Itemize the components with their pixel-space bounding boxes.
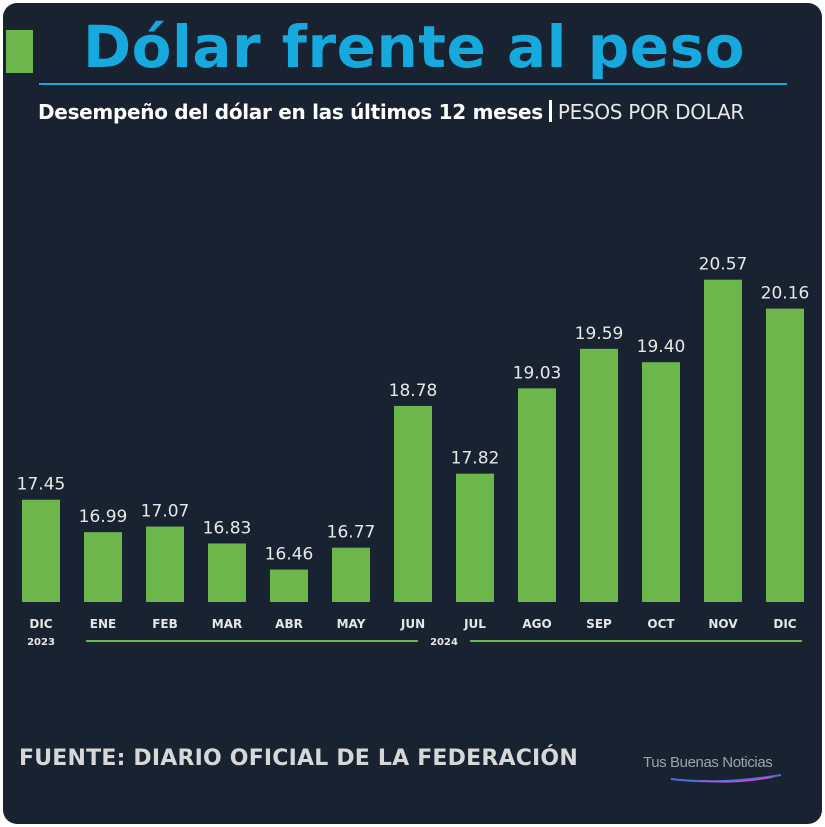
brand-name: Tus Buenas Noticias — [643, 754, 773, 771]
subtitle-row: Desempeño del dólar en las últimos 12 me… — [38, 96, 744, 128]
bar — [518, 388, 556, 602]
unit-label: PESOS POR DOLAR — [557, 100, 744, 124]
chart-subtitle: Desempeño del dólar en las últimos 12 me… — [38, 100, 543, 124]
brand-swoosh-icon — [670, 774, 782, 783]
data-label: 16.46 — [265, 545, 314, 565]
x-tick-label: DIC — [29, 617, 52, 631]
bar — [642, 362, 680, 602]
x-tick-label: DIC — [773, 617, 796, 631]
x-tick-label: FEB — [152, 617, 178, 631]
year-label: 2024 — [430, 637, 458, 648]
x-tick-label: SEP — [586, 617, 612, 631]
bar — [84, 532, 122, 602]
bar — [580, 348, 618, 602]
bar — [456, 473, 494, 602]
x-tick-label: OCT — [647, 617, 675, 631]
bar — [146, 526, 184, 602]
data-label: 16.77 — [327, 523, 376, 543]
x-tick-label: AGO — [522, 617, 551, 631]
subtitle-separator — [548, 100, 552, 122]
x-tick-label: JUL — [463, 617, 486, 631]
chart-title: Dólar frente al peso — [83, 13, 745, 81]
bar — [332, 547, 370, 602]
data-label: 16.83 — [203, 518, 252, 538]
data-label: 19.40 — [637, 337, 686, 357]
title-underline — [39, 83, 787, 85]
bar — [270, 569, 308, 602]
bar — [394, 405, 432, 602]
data-label: 19.03 — [513, 363, 562, 383]
data-label: 17.45 — [17, 475, 66, 495]
bar — [704, 279, 742, 602]
bar — [22, 499, 60, 602]
x-tick-label: ENE — [90, 617, 116, 631]
x-tick-label: JUN — [400, 617, 425, 631]
year-label: 2023 — [27, 637, 55, 648]
source-note: FUENTE: DIARIO OFICIAL DE LA FEDERACIÓN — [19, 746, 578, 771]
data-label: 17.07 — [141, 502, 190, 522]
data-label: 18.78 — [389, 381, 438, 401]
bar-chart: 17.45 DIC 16.99 ENE 17.07 FEB 16.83 MAR 16.46 ABR… — [17, 255, 810, 648]
data-label: 19.59 — [575, 324, 624, 344]
x-tick-label: ABR — [275, 617, 303, 631]
bar — [208, 543, 246, 602]
data-label: 17.82 — [451, 449, 500, 469]
brand-logo: Tus Buenas Noticias — [641, 751, 801, 787]
data-label: 20.16 — [761, 284, 810, 304]
data-label: 16.99 — [79, 507, 128, 527]
x-tick-label: MAR — [212, 617, 242, 631]
title-accent-block — [6, 30, 33, 73]
x-tick-label: NOV — [708, 617, 738, 631]
bar — [766, 308, 804, 602]
data-label: 20.57 — [699, 255, 748, 275]
chart-card: Dólar frente al peso Desempeño del dólar… — [3, 3, 822, 824]
x-tick-label: MAY — [337, 617, 366, 631]
